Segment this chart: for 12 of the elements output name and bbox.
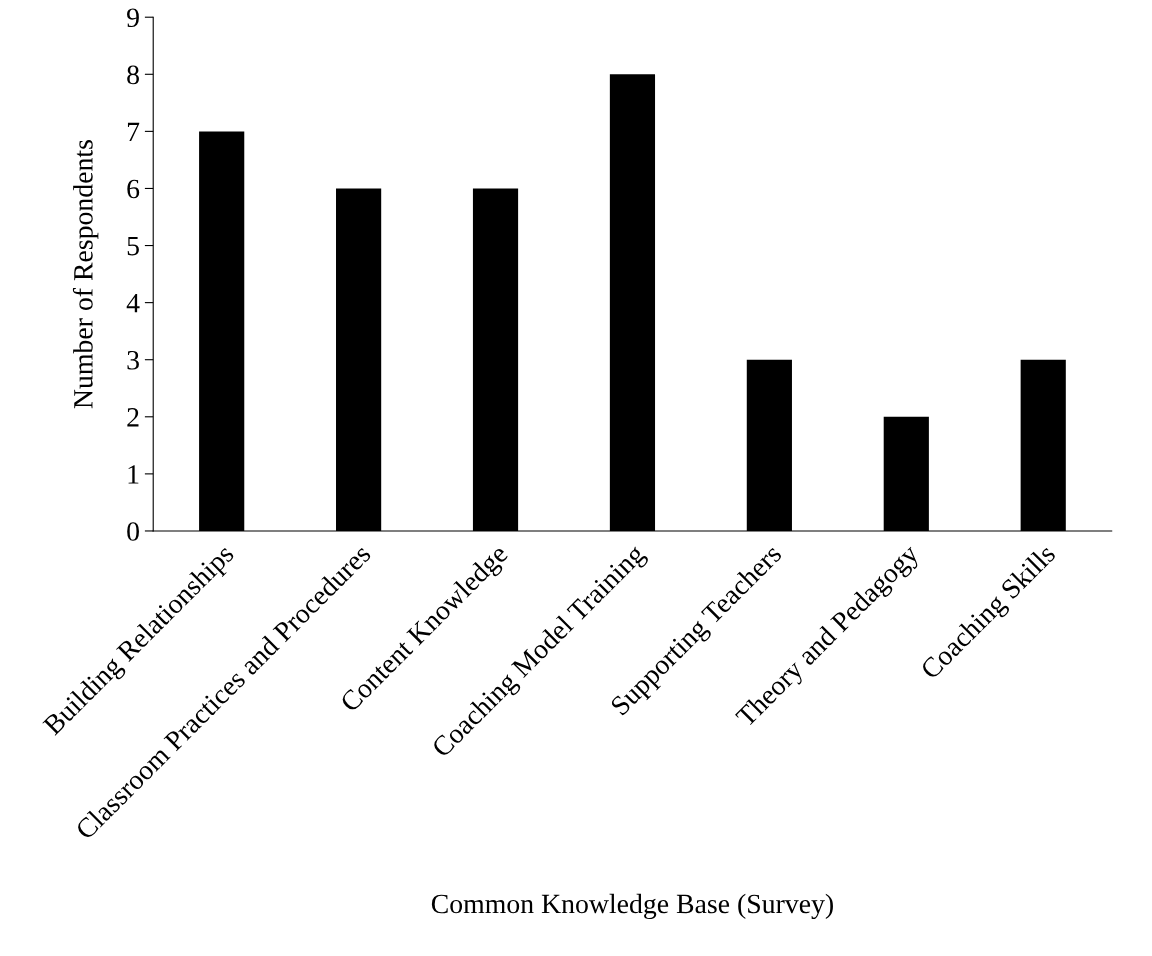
- y-tick-label: 5: [127, 236, 139, 256]
- y-axis-title: Number of Respondents: [72, 140, 99, 409]
- y-tick-label: 3: [127, 350, 139, 370]
- y-tick-label: 9: [127, 8, 139, 28]
- y-tick-label: 1: [128, 465, 139, 484]
- y-tick-label: 4: [126, 293, 140, 313]
- y-tick-label: 7: [127, 122, 140, 142]
- y-tick-label: 6: [127, 179, 140, 199]
- y-tick-label: 2: [127, 408, 139, 427]
- y-tick-label: 0: [127, 522, 139, 541]
- x-axis-title: Common Knowledge Base (Survey): [431, 893, 833, 920]
- y-tick-label: 8: [127, 65, 139, 85]
